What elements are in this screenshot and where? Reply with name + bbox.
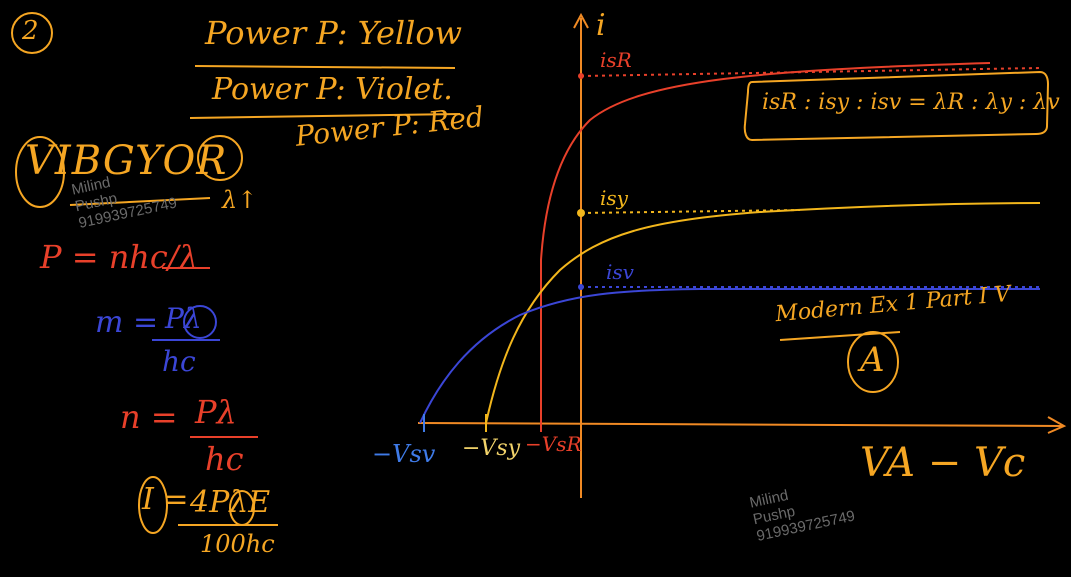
- answer-text: A: [860, 340, 885, 380]
- lambda-circle-2: [229, 490, 255, 526]
- v-circle: [15, 136, 65, 208]
- power-underline-1: [194, 65, 456, 69]
- yellow-saturation-dash: [580, 209, 801, 214]
- equation-i-num: 4PλE: [190, 485, 271, 520]
- label-isv: isv: [606, 260, 634, 284]
- equation-power: P = nhc/λ: [40, 238, 199, 276]
- vibgyor-arrow: [69, 197, 211, 206]
- power-line-yellow: Power P: Yellow: [205, 14, 463, 52]
- x-axis-arrow: [1047, 416, 1067, 434]
- vibgyor-text: VIBGYOR: [25, 138, 228, 184]
- r-circle: [197, 135, 243, 181]
- slide-number: 2: [22, 16, 39, 46]
- red-saturation-dot: [578, 73, 584, 79]
- equation-i-left: I =: [142, 482, 189, 517]
- equation-i-den: 100hc: [200, 530, 275, 558]
- y-axis-label: i: [596, 8, 606, 43]
- x-mark-vsr: −VsR: [525, 432, 582, 456]
- i-circle: [138, 476, 168, 534]
- equation-n-num: Pλ: [195, 393, 237, 431]
- ratio-box: [743, 70, 1050, 142]
- x-axis: [417, 422, 1063, 427]
- red-curve: [540, 62, 991, 423]
- power-underline-2: [189, 113, 461, 119]
- yellow-curve: [485, 202, 1041, 424]
- equation-m-left: m =: [95, 305, 159, 340]
- slide-number-circle: [11, 12, 53, 54]
- equation-m-num: Pλ: [165, 302, 202, 335]
- y-axis-arrow: [573, 12, 589, 29]
- label-isr: isR: [600, 48, 632, 72]
- answer-circle: [847, 331, 899, 393]
- x-mark-vsv: −Vsv: [372, 440, 436, 468]
- label-isy: isy: [600, 186, 628, 210]
- ref-underline: [779, 331, 901, 341]
- violet-curve: [419, 287, 1041, 424]
- violet-saturation-dot: [578, 284, 584, 290]
- equation-n-left: n =: [120, 398, 178, 436]
- equation-m-den: hc: [162, 345, 196, 378]
- x-mark-vsy: −Vsy: [462, 436, 521, 461]
- power-line-violet: Power P: Violet.: [212, 72, 453, 107]
- lambda-circle: [183, 305, 217, 339]
- x-axis-label: VA − Vc: [860, 440, 1026, 486]
- equation-n-den: hc: [205, 440, 244, 478]
- lambda-up: λ↑: [222, 186, 258, 214]
- ratio-text: isR : isy : isv = λR : λy : λv: [762, 90, 1060, 115]
- yellow-saturation-dot: [577, 209, 585, 217]
